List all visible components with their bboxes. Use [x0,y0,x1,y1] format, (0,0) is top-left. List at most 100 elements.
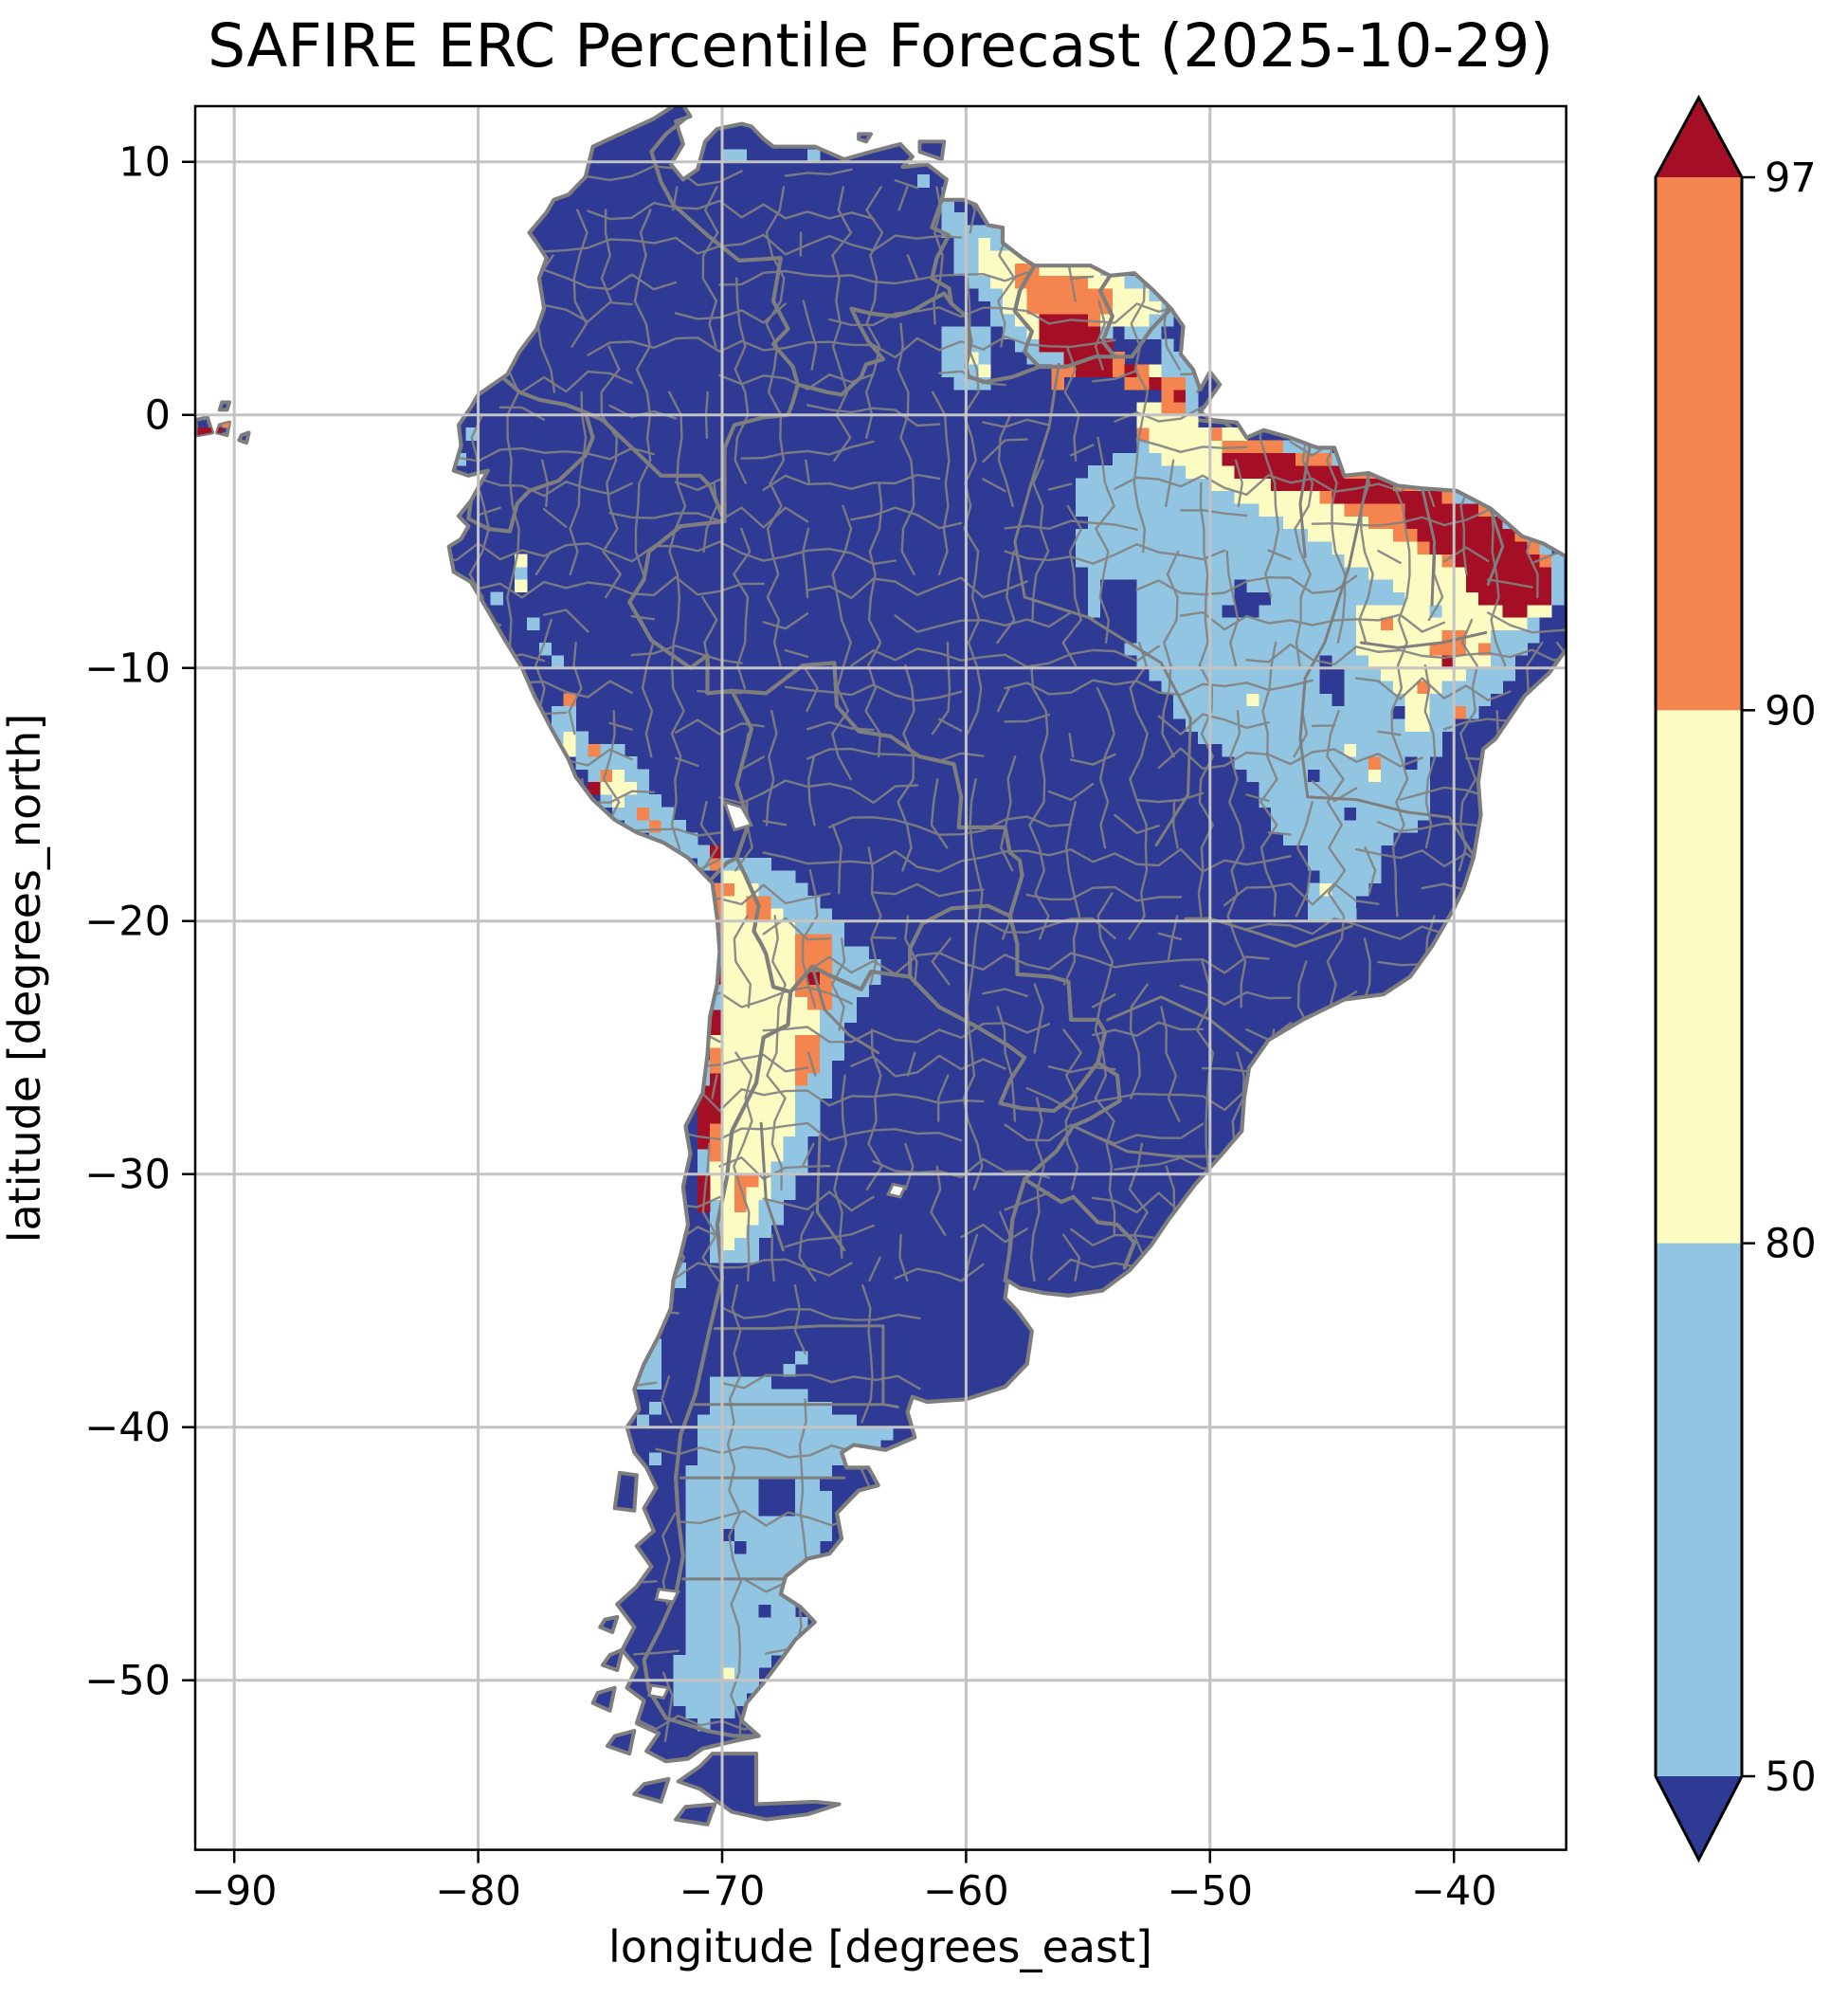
grid-cell [1404,705,1418,719]
grid-cell [758,1655,771,1668]
grid-cell [758,1566,771,1580]
grid-cell [1209,643,1223,656]
grid-cell [734,946,748,960]
grid-cell [734,996,748,1010]
grid-cell [1234,528,1247,542]
state-border [1303,474,1370,680]
grid-cell [1283,452,1296,466]
grid-cell [770,1490,784,1504]
grid-cell [698,1578,711,1592]
grid-cell [1381,769,1394,783]
grid-cell [722,1464,735,1479]
grid-cell [1356,858,1369,871]
grid-cell [770,1642,784,1656]
grid-cell [1234,478,1247,492]
grid-cell [1490,591,1504,606]
grid-cell [1136,516,1150,530]
grid-cell [722,1111,735,1124]
grid-cell [1344,908,1357,922]
grid-cell [1441,705,1455,719]
grid-cell [1381,605,1394,618]
grid-cell [1209,655,1223,669]
grid-cell [1039,300,1052,315]
grid-cell [722,984,735,998]
grid-cell [1283,693,1296,707]
grid-cell [734,1478,748,1491]
grid-cell [1039,326,1052,339]
grid-cell [698,1604,711,1618]
grid-cell [758,1604,771,1618]
grid-cell [953,237,967,251]
grid-cell [1051,352,1064,365]
grid-cell [1112,465,1126,479]
grid-cell [746,1149,759,1162]
grid-cell [1381,566,1394,580]
mesh-line [1094,231,1116,1236]
grid-cell [551,655,565,669]
grid-cell [722,934,735,947]
grid-cell [1246,629,1259,644]
grid-cell [734,1693,748,1706]
grid-cell [1466,605,1479,618]
grid-cell [1186,465,1199,479]
grid-cell [1112,503,1126,517]
grid-cell [746,1225,759,1238]
grid-cell [807,920,821,935]
grid-cell [1368,629,1382,644]
grid-cell [819,1072,833,1086]
grid-cell [1209,465,1223,479]
grid-cell [1381,781,1394,795]
grid-cell [1404,718,1418,732]
country-border [1097,273,1117,359]
grid-cell [1076,300,1089,315]
grid-cell [1356,882,1369,897]
grid-cell [1197,452,1211,466]
grid-cell [1454,503,1467,517]
grid-cell [1332,731,1345,745]
grid-cell [990,263,1004,277]
grid-cell [783,1452,796,1466]
grid-cell [1088,364,1101,377]
grid-cell [1259,731,1272,745]
grid-cell [758,1136,771,1150]
grid-cell [1307,908,1321,922]
grid-cell [783,1136,796,1150]
y-tick-label: −20 [84,899,171,946]
grid-cell [1368,756,1382,770]
grid-cell [1356,566,1369,580]
grid-cell [1283,705,1296,719]
grid-cell [1441,617,1455,630]
x-axis: −90 −80 −70 −60 −50 −40 [191,1849,1497,1916]
grid-cell [1295,566,1309,580]
grid-cell [1246,452,1259,466]
grid-cell [1063,326,1077,339]
grid-cell [1454,605,1467,618]
grid-cell [722,870,735,883]
grid-cell [746,1009,759,1023]
grid-cell [1088,300,1101,315]
grid-cell [1209,693,1223,707]
grid-cell [1368,731,1382,745]
grid-cell [1392,705,1406,719]
grid-cell [1283,541,1296,554]
grid-cell [1454,655,1467,669]
grid-cell [1124,490,1137,504]
grid-cell [1222,655,1235,669]
grid-cell [722,1072,735,1086]
grid-cell [1307,516,1321,530]
grid-cell [1368,832,1382,845]
grid-cell [1076,478,1089,492]
state-border [1306,795,1476,857]
grid-cell [1466,541,1479,554]
grid-cell [783,1440,796,1453]
grid-cell [1173,402,1187,416]
grid-cell [1186,390,1199,403]
grid-cell [783,934,796,947]
grid-cell [746,1414,759,1428]
grid-cell [1344,655,1357,669]
grid-cell [978,275,991,289]
grid-cell [1209,541,1223,554]
grid-cell [1234,541,1247,554]
grid-cell [1222,528,1235,542]
grid-cell [1136,591,1150,606]
